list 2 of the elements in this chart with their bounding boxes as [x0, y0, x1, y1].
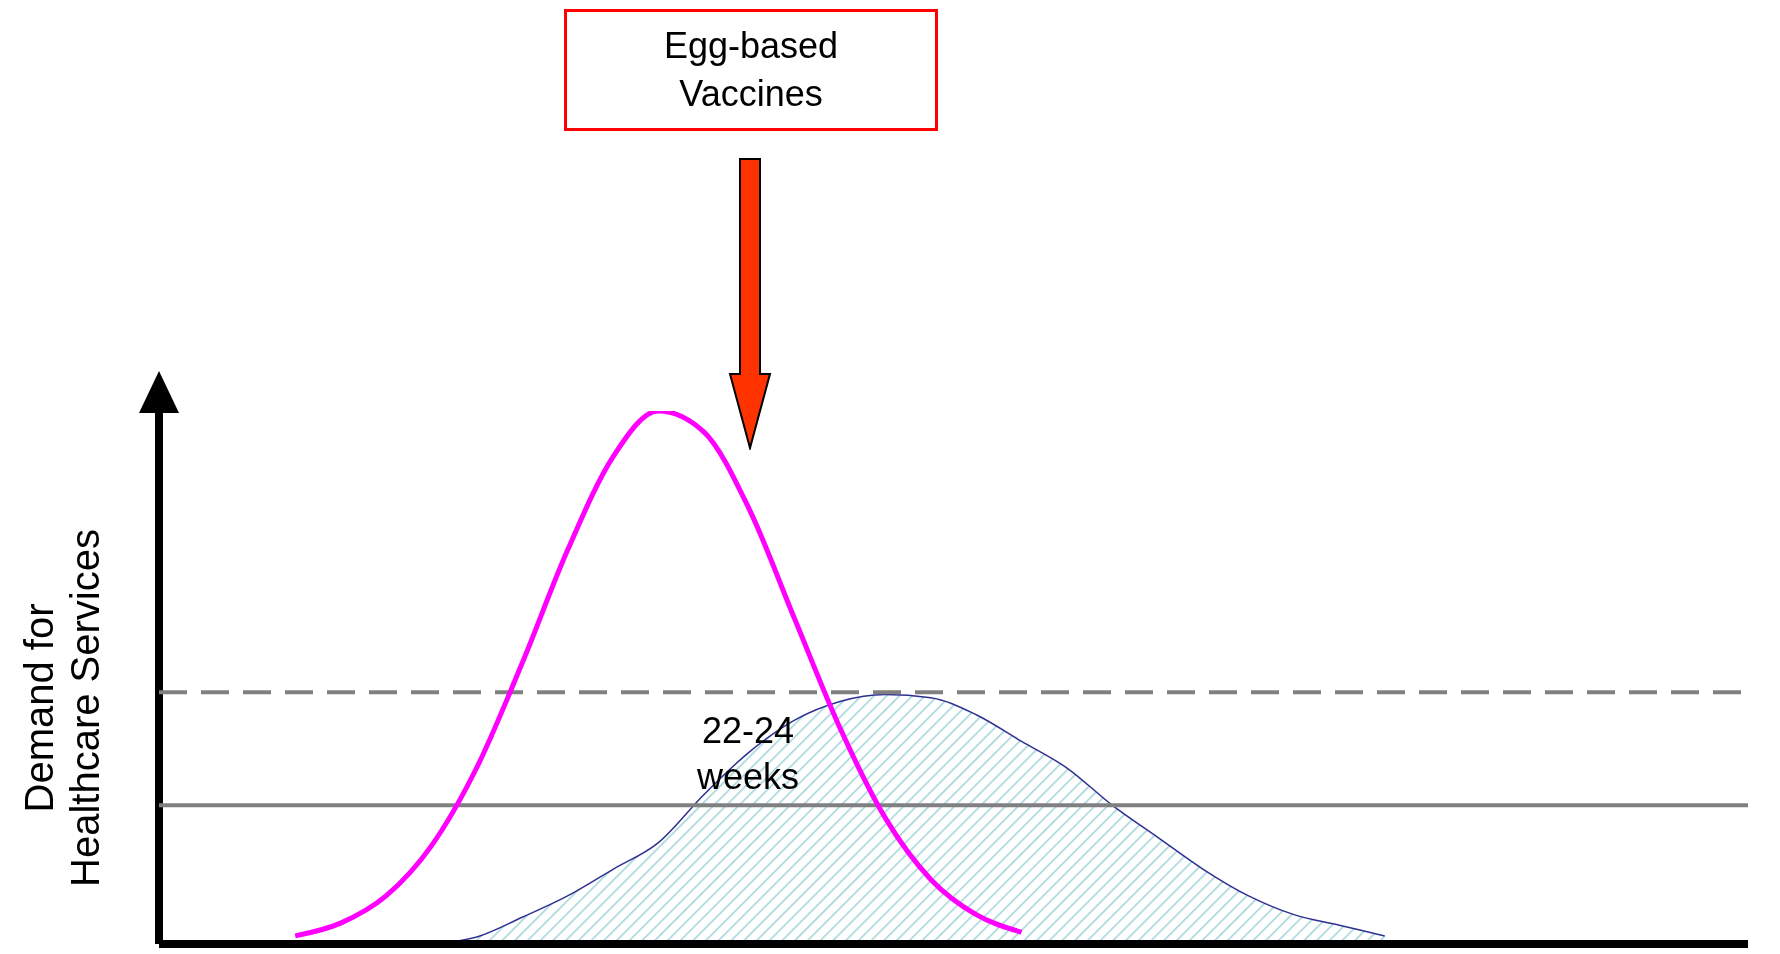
y-axis-title: Demand for Healthcare Services [16, 528, 108, 889]
text: Egg-based Vaccines [564, 9, 938, 131]
